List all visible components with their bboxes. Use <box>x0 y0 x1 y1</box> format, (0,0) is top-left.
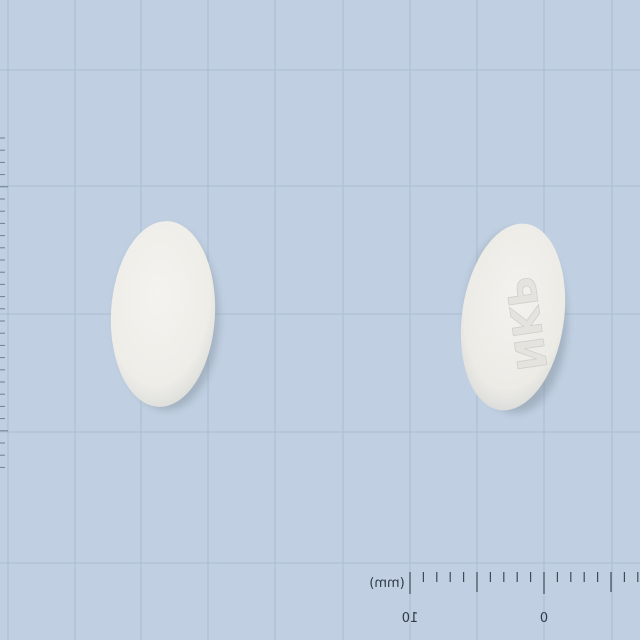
ruler-unit-label: (mm) <box>369 576 404 591</box>
tablet-plain <box>110 221 219 410</box>
ruler: (mm) 10 0 <box>369 572 639 626</box>
tablet-imprinted: NKP <box>460 223 567 413</box>
ruler-label-0: 0 <box>540 611 548 626</box>
left-edge-scale <box>0 137 8 468</box>
ruler-ticks <box>409 572 639 594</box>
ruler-label-10: 10 <box>402 611 419 626</box>
